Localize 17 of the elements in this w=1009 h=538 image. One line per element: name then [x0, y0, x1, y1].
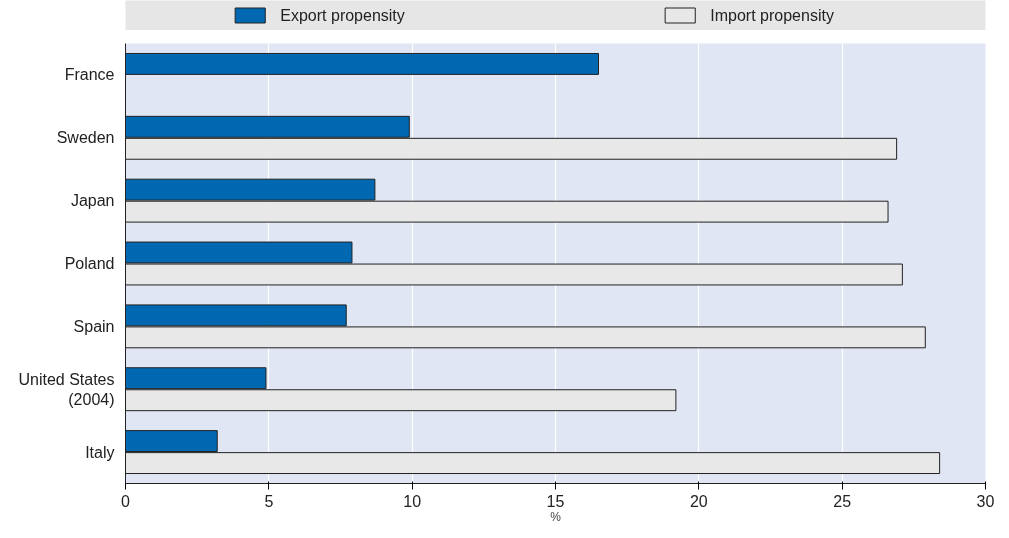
- y-tick-label: France: [64, 66, 115, 84]
- x-tick-label: 0: [121, 492, 131, 510]
- x-tick-label: 10: [403, 492, 422, 510]
- y-tick-label: Poland: [64, 255, 115, 272]
- legend-label: Export propensity: [280, 7, 405, 24]
- x-tick-label: 30: [976, 492, 995, 510]
- x-tick-label: 20: [689, 492, 708, 510]
- x-tick-label: 25: [833, 492, 852, 510]
- x-axis-title: %: [550, 509, 562, 524]
- y-tick-label: Sweden: [56, 129, 115, 147]
- y-tick-label: United States (2004): [18, 370, 115, 408]
- y-tick-label: Italy: [85, 443, 115, 461]
- y-tick-label: Spain: [73, 317, 115, 335]
- y-tick-label: Japan: [70, 192, 115, 210]
- x-tick-label: 5: [264, 492, 274, 510]
- legend-label: Import propensity: [710, 7, 834, 24]
- x-tick-label: 15: [546, 492, 565, 510]
